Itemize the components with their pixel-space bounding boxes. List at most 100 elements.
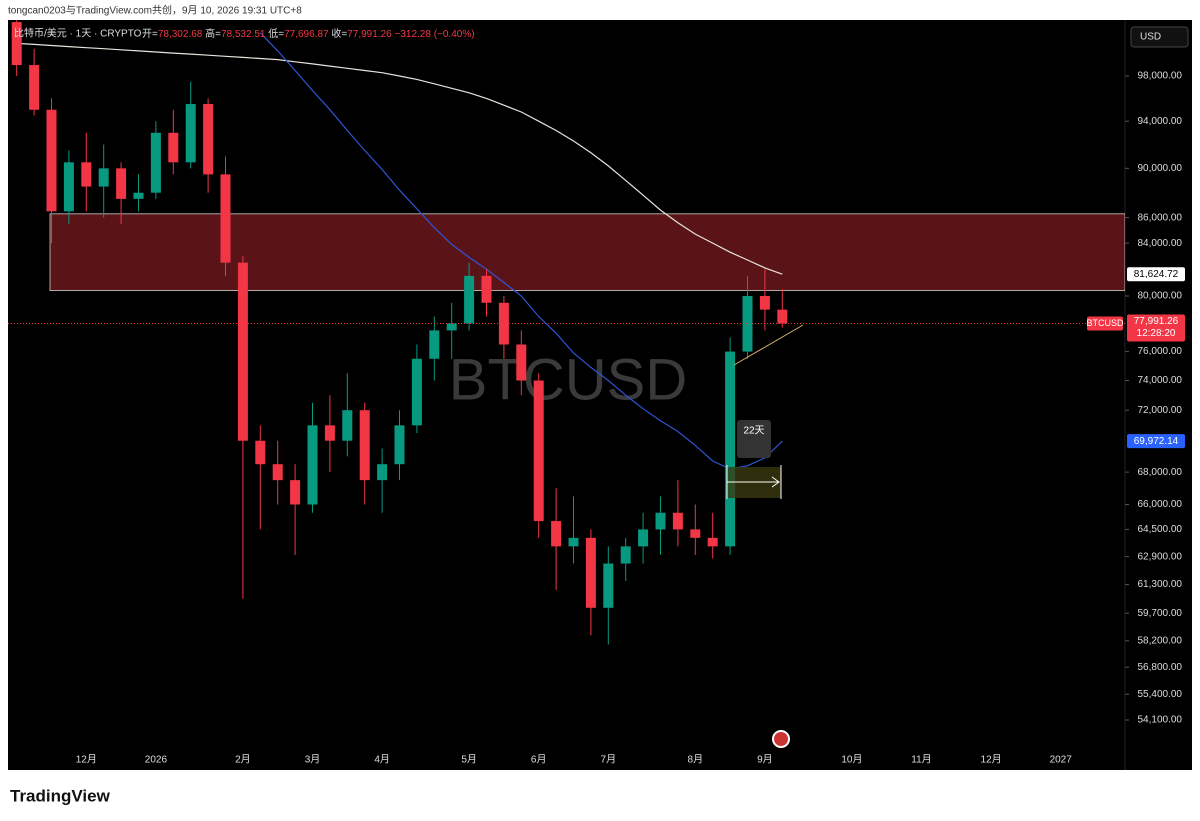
legend-key: 低= xyxy=(268,27,284,40)
candle-body xyxy=(411,358,422,426)
candle-body xyxy=(290,480,301,505)
y-tick-label: 74,000.00 xyxy=(1138,375,1183,386)
candle-body xyxy=(81,162,92,187)
legend-value: 78,532.51 xyxy=(221,29,266,40)
candle-body xyxy=(533,380,544,522)
candle-body xyxy=(725,351,736,547)
legend-value: 77,696.87 xyxy=(284,29,329,40)
candle-body xyxy=(11,22,22,66)
candle-body xyxy=(551,521,562,547)
symbol-tag xyxy=(1087,316,1123,331)
countdown: 12:28:20 xyxy=(1137,328,1176,339)
candle-body xyxy=(324,425,335,441)
legend-ohlc: 开=78,302.68 高=78,532.51 低=77,696.87 收=77… xyxy=(142,27,475,40)
legend-key: 开= xyxy=(142,29,158,40)
y-tick-label: 98,000.00 xyxy=(1138,71,1183,82)
moving-average xyxy=(16,42,783,275)
candle-body xyxy=(255,440,266,465)
ma-tag-label: 81,624.72 xyxy=(1134,269,1179,280)
resistance-zone xyxy=(49,213,1125,291)
x-tick-label: 5月 xyxy=(461,754,477,766)
y-tick-label: 66,000.00 xyxy=(1138,499,1183,510)
candle-body xyxy=(29,65,40,110)
y-tick-label: 90,000.00 xyxy=(1138,163,1183,174)
x-tick-label: 2月 xyxy=(235,754,251,766)
ma-tag-label: 69,972.14 xyxy=(1134,436,1179,447)
legend-key: 收= xyxy=(331,27,347,40)
currency[interactable]: USD xyxy=(1140,32,1161,43)
candle-body xyxy=(742,295,753,352)
y-tick-label: 68,000.00 xyxy=(1138,467,1183,478)
y-tick-label: 80,000.00 xyxy=(1138,291,1183,302)
candle-body xyxy=(307,425,318,505)
candle-body xyxy=(63,162,74,212)
candle-body xyxy=(133,192,144,199)
logo: TradingView xyxy=(10,786,111,805)
x-tick-label: 2027 xyxy=(1050,755,1073,766)
candle-body xyxy=(168,132,179,163)
ma-tag xyxy=(1127,267,1185,282)
last-price: 77,991.26 xyxy=(1134,316,1179,327)
candle-body xyxy=(672,512,683,530)
y-tick-label: 62,900.00 xyxy=(1138,551,1183,562)
ma-tag xyxy=(1127,434,1185,449)
y-tick-label: 64,500.00 xyxy=(1138,524,1183,535)
watermark: BTCUSD xyxy=(449,347,687,412)
moving-average xyxy=(259,32,783,470)
candle-body xyxy=(272,464,283,481)
candle-body xyxy=(116,168,127,199)
x-tick-label: 7月 xyxy=(601,754,617,766)
x-tick-label: 6月 xyxy=(531,754,547,766)
candle-body xyxy=(568,537,579,547)
candle-body xyxy=(98,168,109,187)
event-icon[interactable] xyxy=(772,730,790,748)
measure-tool: 22天 xyxy=(726,324,804,499)
x-tick-label: 3月 xyxy=(305,754,321,766)
candle-body xyxy=(377,464,388,481)
currency-button[interactable] xyxy=(1130,26,1189,48)
candle-body xyxy=(342,410,353,441)
x-tick-label: 8月 xyxy=(688,754,704,766)
candle-body xyxy=(759,295,770,310)
y-tick-label: 84,000.00 xyxy=(1138,238,1183,249)
candle-body xyxy=(394,425,405,465)
legend-symbol: 比特币/美元 · 1天 · CRYPTO xyxy=(14,27,142,40)
candle-body xyxy=(46,109,57,212)
candle-body xyxy=(638,529,649,547)
y-tick-label: 72,000.00 xyxy=(1138,405,1183,416)
candle-body xyxy=(185,104,196,163)
candle-body xyxy=(429,330,440,359)
x-tick-label: 10月 xyxy=(841,754,862,766)
legend-value: 78,302.68 xyxy=(158,29,203,40)
x-tick-label: 9月 xyxy=(757,754,773,766)
label-box xyxy=(737,420,771,458)
x-tick-label: 4月 xyxy=(374,754,390,766)
candle-body xyxy=(446,323,457,331)
y-tick-label: 58,200.00 xyxy=(1138,635,1183,646)
symbol-tag-label: BTCUSD xyxy=(1086,318,1124,328)
candle-body xyxy=(481,275,492,303)
y-tick-label: 56,800.00 xyxy=(1138,662,1183,673)
candle-body xyxy=(237,262,248,441)
y-tick-label: 61,300.00 xyxy=(1138,579,1183,590)
x-tick-label: 2026 xyxy=(145,755,168,766)
y-tick-label: 76,000.00 xyxy=(1138,346,1183,357)
candle-body xyxy=(203,104,214,175)
arrow-head xyxy=(771,476,780,488)
candle-body xyxy=(150,132,161,193)
candle-body xyxy=(603,563,614,608)
candle-body xyxy=(690,529,701,538)
candle-body xyxy=(516,344,527,381)
measure-label: 22天 xyxy=(743,426,764,437)
candle-body xyxy=(620,546,631,564)
y-tick-label: 59,700.00 xyxy=(1138,608,1183,619)
candle-body xyxy=(359,410,370,481)
attribution: tongcan0203与TradingView.com共创，9月 10, 202… xyxy=(8,4,302,17)
x-tick-label: 11月 xyxy=(911,754,931,766)
x-tick-label: 12月 xyxy=(76,754,97,766)
candle-body xyxy=(707,537,718,547)
price-tag xyxy=(1127,314,1185,342)
y-tick-label: 55,400.00 xyxy=(1138,689,1183,700)
y-tick-label: 86,000.00 xyxy=(1138,212,1183,223)
